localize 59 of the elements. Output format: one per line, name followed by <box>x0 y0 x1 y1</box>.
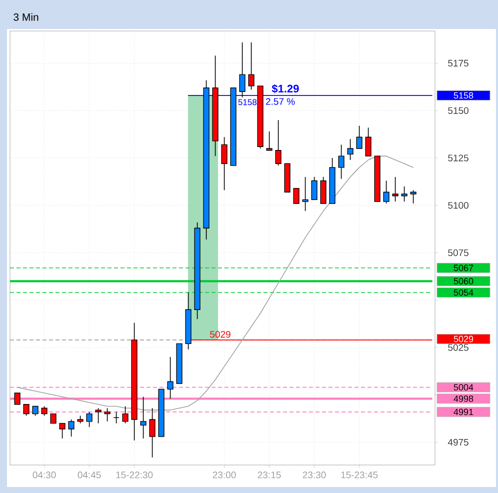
candlestick <box>140 396 146 439</box>
candlestick <box>347 138 354 160</box>
candlestick <box>410 190 416 204</box>
ref-line-label: 4991 <box>454 408 474 416</box>
y-tick-label: 4975 <box>448 438 468 446</box>
chart-title: 3 Min <box>14 13 38 21</box>
candlestick <box>356 125 362 149</box>
candlestick <box>302 176 308 212</box>
candlestick <box>275 120 282 166</box>
candlestick <box>59 422 66 439</box>
y-tick-label: 5025 <box>448 344 468 351</box>
candlestick <box>14 392 20 405</box>
y-tick-label: 5175 <box>448 60 468 67</box>
ref-line-label: 5060 <box>454 278 474 284</box>
y-tick-label: 5100 <box>448 202 468 209</box>
ref-line-label: 5004 <box>454 384 474 390</box>
ref-line-label: 5158 <box>454 92 474 99</box>
candlestick <box>293 188 300 204</box>
x-tick-label: 23:00 <box>212 472 236 478</box>
candlestick <box>95 408 102 424</box>
candlestick <box>392 176 398 202</box>
ref-line-label: 5067 <box>454 264 474 272</box>
candlestick <box>221 136 228 191</box>
y-tick-label: 5125 <box>448 154 468 162</box>
y-tick-label: 5075 <box>448 249 468 256</box>
candlestick <box>32 406 38 416</box>
x-tick-label: 15-23:45 <box>341 472 378 478</box>
annotation: 5158 <box>238 99 256 106</box>
candlestick <box>86 412 92 428</box>
x-tick-label: 23:15 <box>258 472 281 478</box>
ref-line-label: 5029 <box>454 336 474 342</box>
ref-line-label: 5054 <box>454 289 474 296</box>
x-tick-label: 04:45 <box>78 472 101 478</box>
x-tick-label: 15-22:30 <box>116 472 153 478</box>
annotation: 5029 <box>210 330 230 338</box>
y-tick-label: 5150 <box>448 107 468 114</box>
candlestick <box>311 176 318 200</box>
candlestick <box>239 42 246 98</box>
x-tick-label: 23:30 <box>302 472 326 478</box>
candlestick <box>266 131 272 151</box>
candlestick <box>248 42 254 90</box>
candlestick <box>50 413 56 424</box>
candlestick <box>365 127 372 156</box>
candlestick <box>383 180 390 204</box>
annotation: 2.57 % <box>266 98 295 105</box>
candlestick <box>68 419 74 437</box>
ref-line-label: 4998 <box>454 395 474 402</box>
x-tick-label: 04:30 <box>32 472 56 478</box>
candlestick <box>167 356 174 400</box>
candlestick <box>401 186 408 202</box>
candlestick <box>149 408 156 458</box>
annotation: $1.29 <box>272 84 299 94</box>
candlestick <box>41 406 48 416</box>
candlestick <box>23 404 30 416</box>
candlestick <box>320 176 326 204</box>
candlestick <box>113 412 120 424</box>
candlestick <box>338 144 344 180</box>
candlestick <box>122 406 128 424</box>
candlestick <box>104 408 110 422</box>
